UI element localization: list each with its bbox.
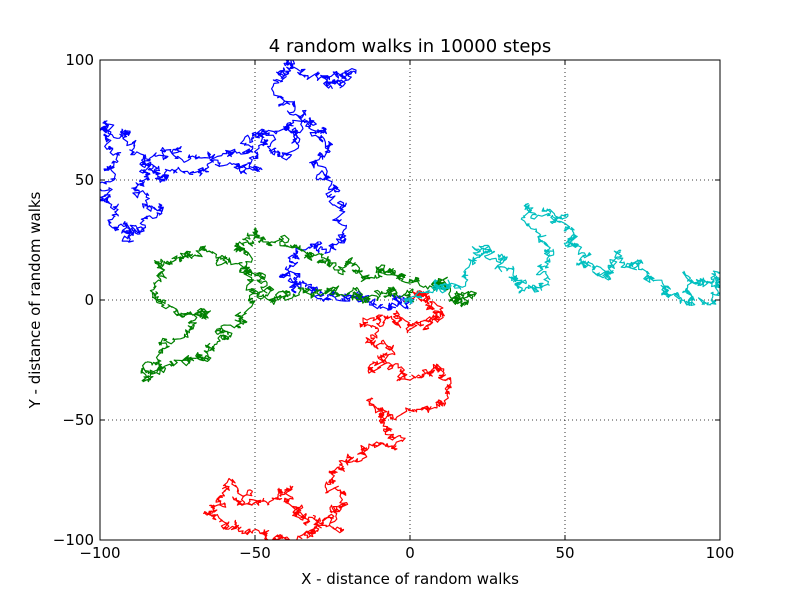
x-tick-label: −50 [239,544,271,562]
random-walk-line-3 [203,290,452,540]
x-tick-label: 100 [706,544,735,562]
y-tick-label: 100 [65,51,94,69]
y-tick-label: −100 [53,531,94,549]
y-tick-label: 0 [84,291,94,309]
x-tick-label: 50 [555,544,574,562]
x-axis-title: X - distance of random walks [301,570,519,588]
random-walk-line-4 [403,203,720,306]
random-walk-line-1 [100,60,415,311]
y-tick-label: −50 [62,411,94,429]
walk-series-layer [100,60,720,540]
y-tick-label: 50 [75,171,94,189]
x-tick-label: 0 [405,544,415,562]
y-axis-title: Y - distance of random walks [26,191,44,409]
chart-title: 4 random walks in 10000 steps [269,36,551,57]
x-tick-label: −100 [79,544,120,562]
random-walk-line-2 [140,227,477,383]
axis-ticks: −100 −50 0 50 100 −100 −50 0 50 100 [53,51,735,562]
